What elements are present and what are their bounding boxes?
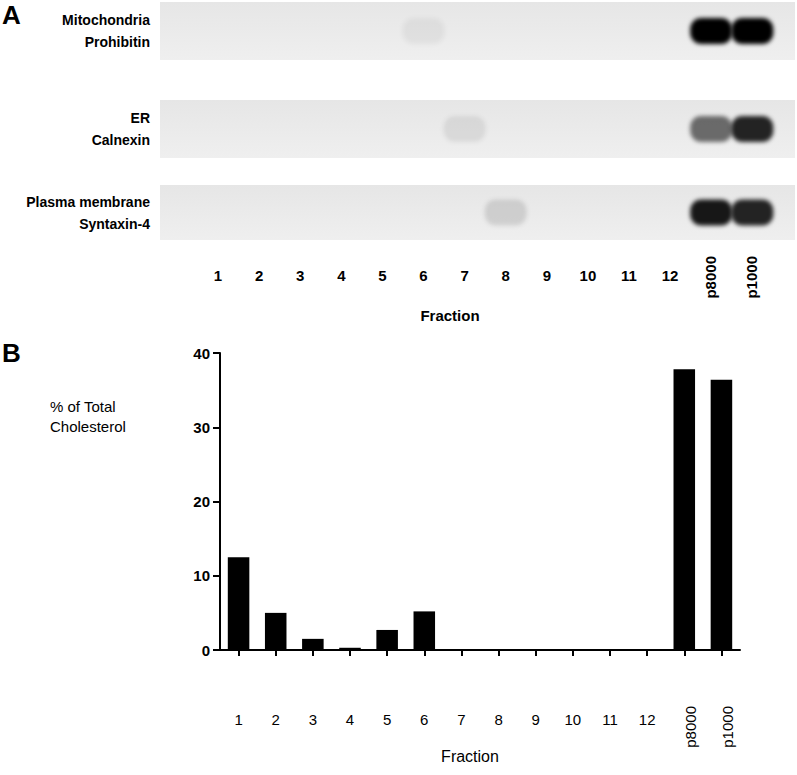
- svg-text:8: 8: [494, 711, 502, 728]
- svg-text:40: 40: [193, 345, 210, 362]
- svg-text:B: B: [2, 338, 21, 368]
- svg-text:6: 6: [420, 711, 428, 728]
- svg-text:Cholesterol: Cholesterol: [50, 418, 126, 435]
- svg-text:5: 5: [383, 711, 391, 728]
- svg-text:20: 20: [193, 493, 210, 510]
- svg-text:10: 10: [565, 711, 582, 728]
- svg-text:3: 3: [296, 267, 304, 284]
- svg-text:2: 2: [255, 267, 263, 284]
- svg-text:10: 10: [580, 267, 597, 284]
- svg-text:4: 4: [337, 267, 346, 284]
- svg-text:30: 30: [193, 419, 210, 436]
- svg-text:5: 5: [378, 267, 386, 284]
- svg-text:p1000: p1000: [743, 256, 760, 299]
- svg-text:11: 11: [621, 267, 637, 284]
- svg-text:Fraction: Fraction: [420, 307, 479, 324]
- svg-text:Syntaxin-4: Syntaxin-4: [79, 216, 150, 232]
- svg-text:A: A: [2, 0, 21, 30]
- svg-text:ER: ER: [131, 110, 150, 126]
- svg-text:4: 4: [346, 711, 354, 728]
- svg-text:3: 3: [309, 711, 317, 728]
- svg-text:11: 11: [602, 711, 618, 728]
- svg-text:Prohibitin: Prohibitin: [85, 34, 150, 50]
- svg-text:Fraction: Fraction: [441, 748, 499, 765]
- svg-text:Plasma membrane: Plasma membrane: [26, 194, 150, 210]
- svg-text:2: 2: [272, 711, 280, 728]
- svg-text:7: 7: [457, 711, 465, 728]
- svg-text:p8000: p8000: [702, 256, 719, 299]
- svg-text:Mitochondria: Mitochondria: [62, 12, 150, 28]
- svg-text:9: 9: [543, 267, 551, 284]
- svg-text:Calnexin: Calnexin: [92, 132, 150, 148]
- svg-text:p8000: p8000: [682, 706, 699, 748]
- svg-text:7: 7: [460, 267, 468, 284]
- svg-text:0: 0: [202, 642, 210, 659]
- svg-text:10: 10: [193, 567, 210, 584]
- svg-text:12: 12: [639, 711, 656, 728]
- svg-text:p1000: p1000: [719, 706, 736, 748]
- svg-text:1: 1: [214, 267, 222, 284]
- svg-text:6: 6: [419, 267, 427, 284]
- svg-text:% of Total: % of Total: [50, 398, 116, 415]
- svg-text:12: 12: [662, 267, 679, 284]
- svg-text:1: 1: [234, 711, 242, 728]
- svg-text:9: 9: [532, 711, 540, 728]
- svg-text:8: 8: [502, 267, 510, 284]
